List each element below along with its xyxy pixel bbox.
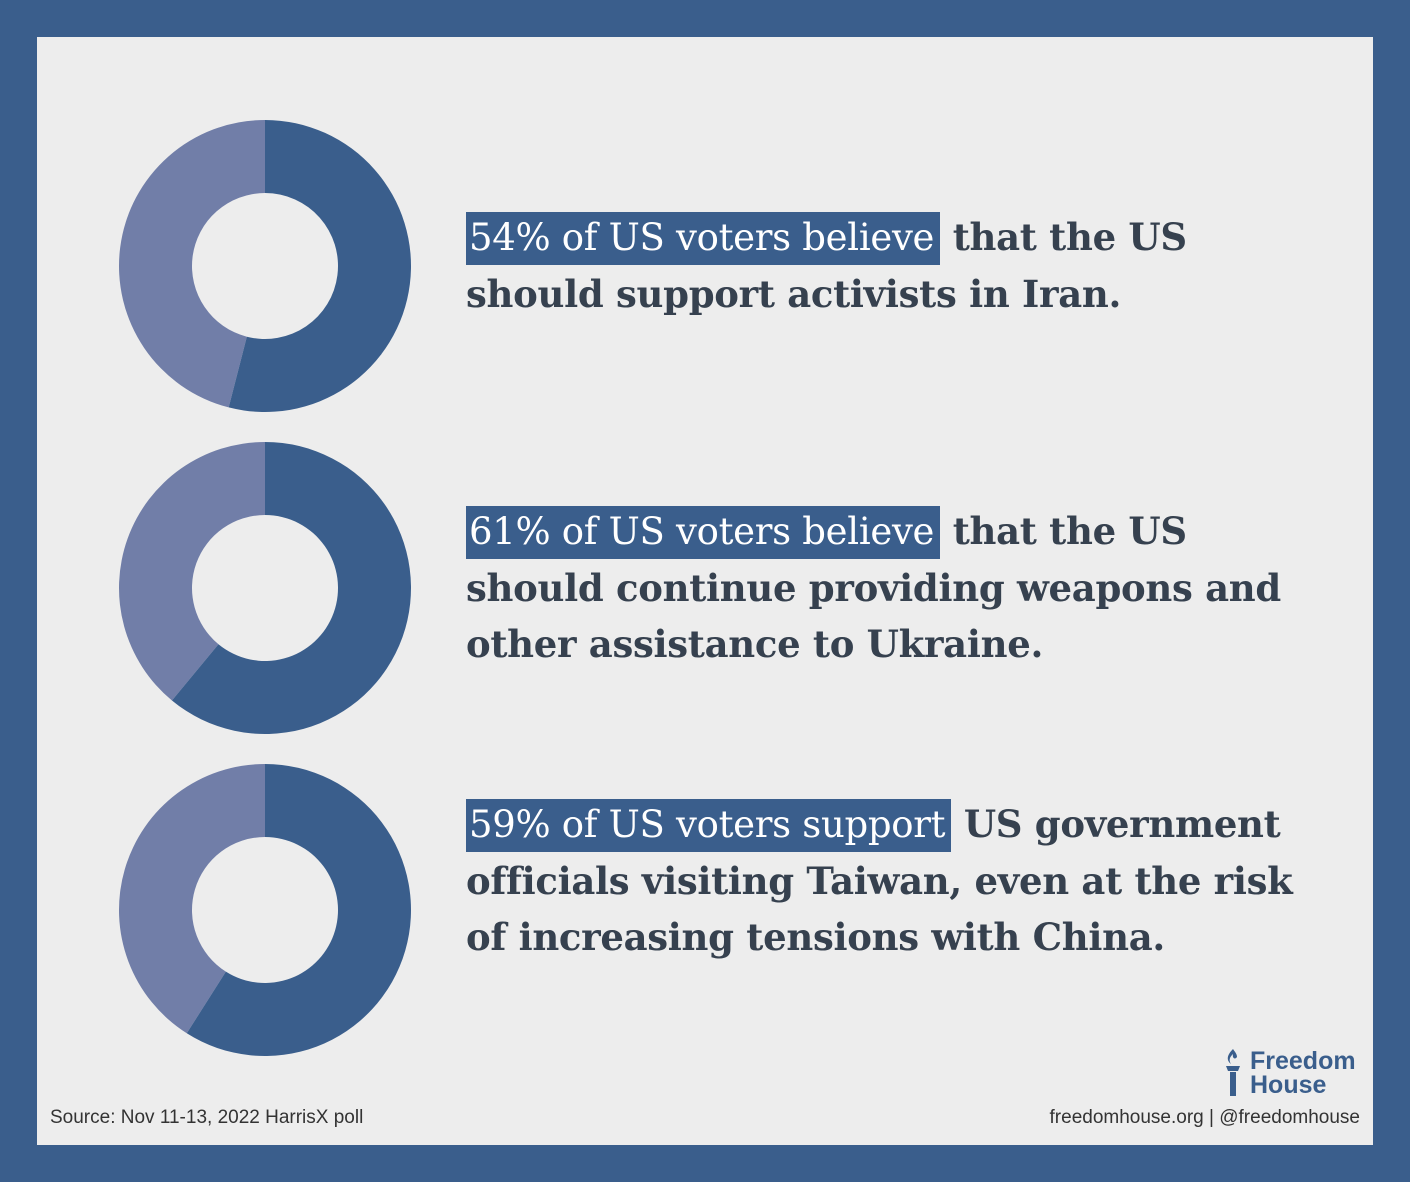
stat-taiwan-text: US government officials visiting Taiwan,…	[466, 802, 1293, 959]
stat-iran-text: that the US should support activists in …	[466, 215, 1187, 316]
donut-svg-iran	[118, 120, 411, 412]
stat-taiwan: 59% of US voters support US government o…	[466, 796, 1326, 965]
stat-ukraine-text: that the US should continue providing we…	[466, 509, 1281, 666]
slice-support-ukraine	[171, 442, 411, 734]
donut-chart-taiwan	[118, 763, 412, 1057]
stat-iran: 54% of US voters believe that the US sho…	[466, 209, 1326, 322]
slice-support-taiwan	[186, 764, 411, 1056]
logo-line-1: Freedom	[1250, 1047, 1356, 1075]
donut-chart-ukraine	[118, 441, 412, 735]
logo-wordmark: Freedom House	[1250, 1047, 1360, 1099]
torch-icon	[1226, 1049, 1240, 1096]
logo-line-2: House	[1250, 1071, 1327, 1099]
slice-other-ukraine	[118, 442, 265, 701]
stat-taiwan-highlight: 59% of US voters support	[466, 799, 952, 852]
slice-support-iran	[228, 120, 411, 412]
stat-ukraine-highlight: 61% of US voters believe	[466, 506, 941, 559]
infographic-panel: 54% of US voters believe that the US sho…	[37, 37, 1373, 1145]
stat-ukraine: 61% of US voters believe that the US sho…	[466, 503, 1326, 672]
freedom-house-logo: Freedom House	[1222, 1047, 1360, 1099]
donut-svg-ukraine	[118, 442, 411, 734]
donut-svg-taiwan	[119, 764, 411, 1056]
slice-other-iran	[118, 120, 265, 408]
source-note: Source: Nov 11-13, 2022 HarrisX poll	[50, 1107, 364, 1128]
site-handle: freedomhouse.org | @freedomhouse	[1049, 1107, 1360, 1128]
slice-other-taiwan	[119, 764, 265, 1034]
donut-chart-iran	[118, 119, 412, 413]
stat-iran-highlight: 54% of US voters believe	[466, 212, 941, 265]
